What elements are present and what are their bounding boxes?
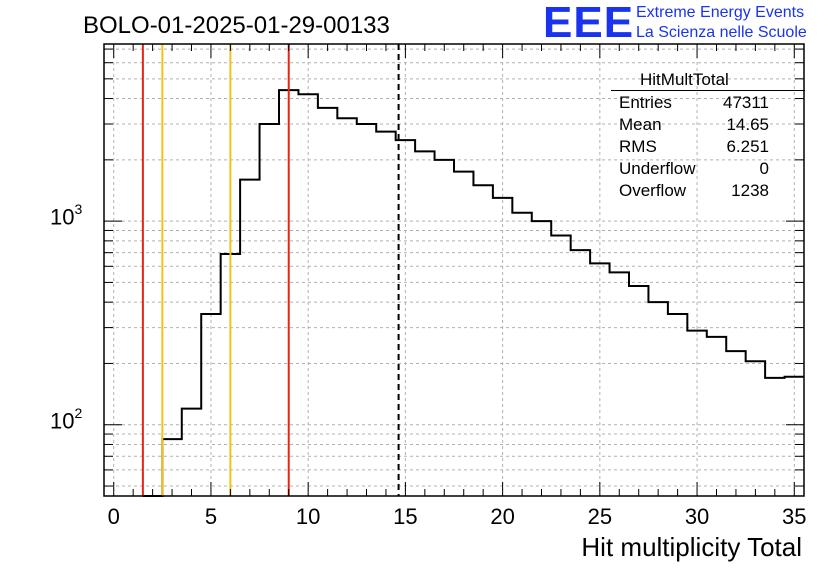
stats-value: 0: [759, 159, 769, 178]
histogram-bin: [726, 351, 745, 496]
histogram-bin: [298, 94, 317, 496]
y-tick-label: 102: [50, 404, 83, 434]
histogram-bin: [707, 337, 726, 496]
x-axis-label: Hit multiplicity Total: [581, 532, 802, 562]
histogram-bin: [473, 185, 492, 496]
stats-key: Underflow: [619, 159, 696, 178]
histogram-bin: [590, 263, 609, 496]
histogram-bin: [435, 160, 454, 496]
logo-subtitle-1: Extreme Energy Events: [636, 4, 805, 21]
histogram-bin: [357, 124, 376, 496]
histogram-bin: [648, 302, 667, 496]
x-tick-label: 10: [296, 504, 320, 529]
histogram-bin: [337, 118, 356, 496]
stats-key: RMS: [619, 137, 657, 156]
histogram-bin: [746, 361, 765, 496]
histogram-bin: [765, 378, 784, 496]
histogram-bin: [629, 286, 648, 496]
histogram-bin: [512, 213, 531, 496]
x-tick-label: 25: [588, 504, 612, 529]
histogram-bin: [376, 132, 395, 496]
histogram-bin: [162, 439, 181, 496]
histogram-bin: [571, 250, 590, 496]
stats-box-rule: [611, 90, 805, 91]
histogram-bin: [668, 314, 687, 496]
logo-subtitle-2: La Scienza nelle Scuole: [636, 24, 807, 41]
stats-value: 1238: [731, 181, 769, 200]
stats-box-title: HitMultTotal: [640, 70, 729, 89]
stats-value: 14.65: [726, 115, 769, 134]
stats-key: Mean: [619, 115, 662, 134]
stats-key: Entries: [619, 93, 672, 112]
stats-key: Overflow: [619, 181, 687, 200]
x-tick-label: 20: [490, 504, 514, 529]
stats-value: 6.251: [726, 137, 769, 156]
histogram-bin: [182, 409, 201, 496]
stats-value: 47311: [722, 93, 769, 112]
histogram-line: [142, 89, 804, 497]
eee-logo: EEE: [543, 0, 635, 47]
histogram-bin: [415, 151, 434, 496]
y-tick-label: 103: [50, 201, 83, 230]
x-tick-label: 5: [205, 504, 217, 529]
plot-frame: [103, 43, 805, 497]
x-tick-label: 15: [393, 504, 417, 529]
histogram-bin: [551, 236, 570, 496]
histogram-bin: [610, 272, 629, 496]
histogram-bin: [318, 108, 337, 496]
x-tick-label: 0: [108, 504, 120, 529]
histogram-bin: [493, 198, 512, 496]
chart-title: BOLO-01-2025-01-29-00133: [83, 12, 390, 39]
x-tick-label: 35: [782, 504, 806, 529]
histogram-bin: [687, 331, 706, 496]
histogram-bin: [785, 377, 804, 496]
histogram-bin: [260, 124, 279, 496]
histogram-bin: [532, 221, 551, 496]
histogram-bin: [201, 314, 220, 496]
histogram-bin: [240, 180, 259, 496]
histogram-bin: [454, 172, 473, 496]
x-tick-label: 30: [685, 504, 709, 529]
